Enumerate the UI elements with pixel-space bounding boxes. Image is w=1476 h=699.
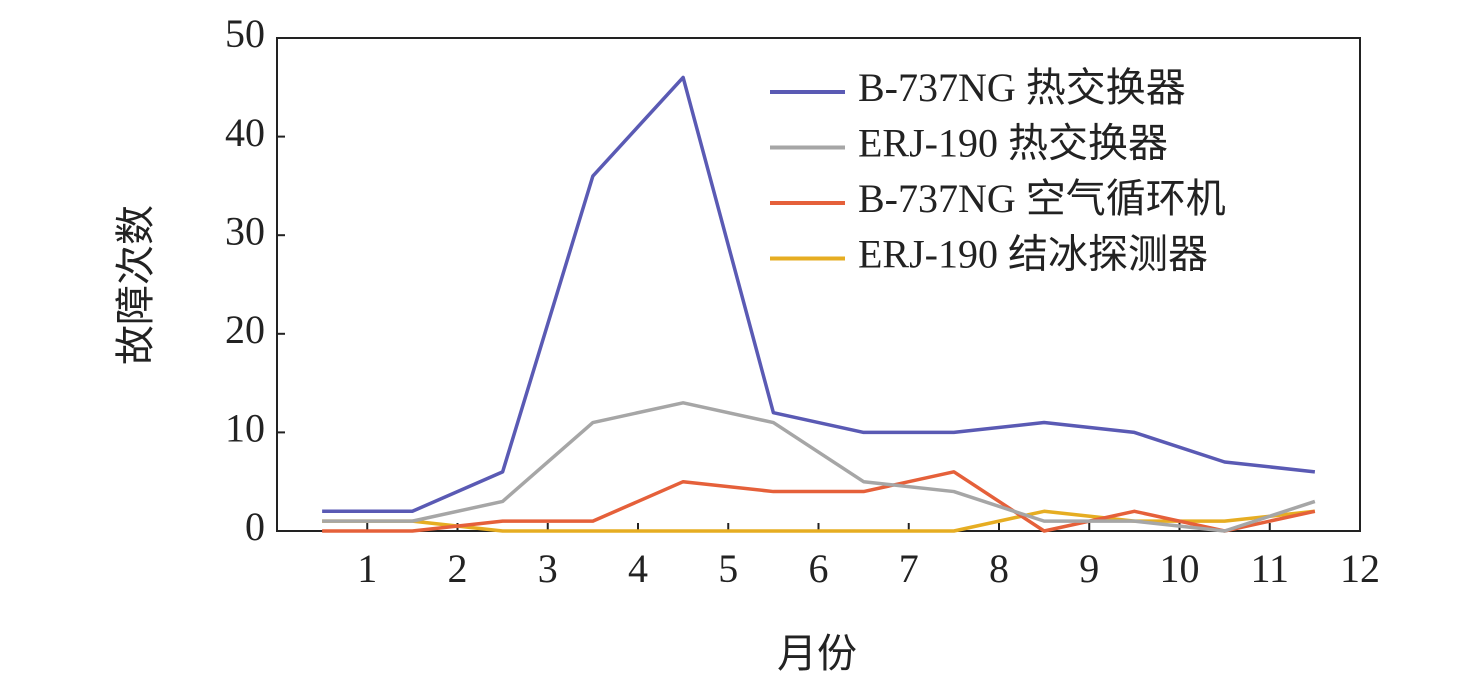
y-tick-label: 30 xyxy=(225,208,265,253)
x-tick-label: 12 xyxy=(1340,546,1380,591)
x-tick-label: 11 xyxy=(1250,546,1289,591)
plot-frame xyxy=(276,37,1361,532)
y-tick-label: 0 xyxy=(245,504,265,549)
x-tick-label: 9 xyxy=(1079,546,1099,591)
y-tick-label: 10 xyxy=(225,406,265,451)
legend-label: B-737NG 空气循环机 xyxy=(858,176,1226,221)
x-tick-label: 2 xyxy=(448,546,468,591)
x-tick-label: 10 xyxy=(1160,546,1200,591)
legend-label: ERJ-190 结冰探测器 xyxy=(858,232,1208,277)
legend-label: B-737NG 热交换器 xyxy=(858,65,1186,110)
x-tick-label: 5 xyxy=(718,546,738,591)
x-tick-label: 3 xyxy=(538,546,558,591)
x-tick-label: 1 xyxy=(357,546,377,591)
x-tick-label: 7 xyxy=(899,546,919,591)
x-tick-label: 4 xyxy=(628,546,648,591)
y-tick-label: 20 xyxy=(225,307,265,352)
series-line xyxy=(322,401,1316,533)
y-tick-label: 40 xyxy=(225,110,265,155)
x-tick-label: 6 xyxy=(809,546,829,591)
y-tick-label: 50 xyxy=(225,11,265,56)
series-line xyxy=(322,470,1316,533)
x-tick-label: 8 xyxy=(989,546,1009,591)
series-line xyxy=(322,75,1316,514)
x-axis-label: 月份 xyxy=(777,631,857,676)
y-axis-label: 故障次数 xyxy=(113,205,158,365)
legend-label: ERJ-190 热交换器 xyxy=(858,121,1168,166)
